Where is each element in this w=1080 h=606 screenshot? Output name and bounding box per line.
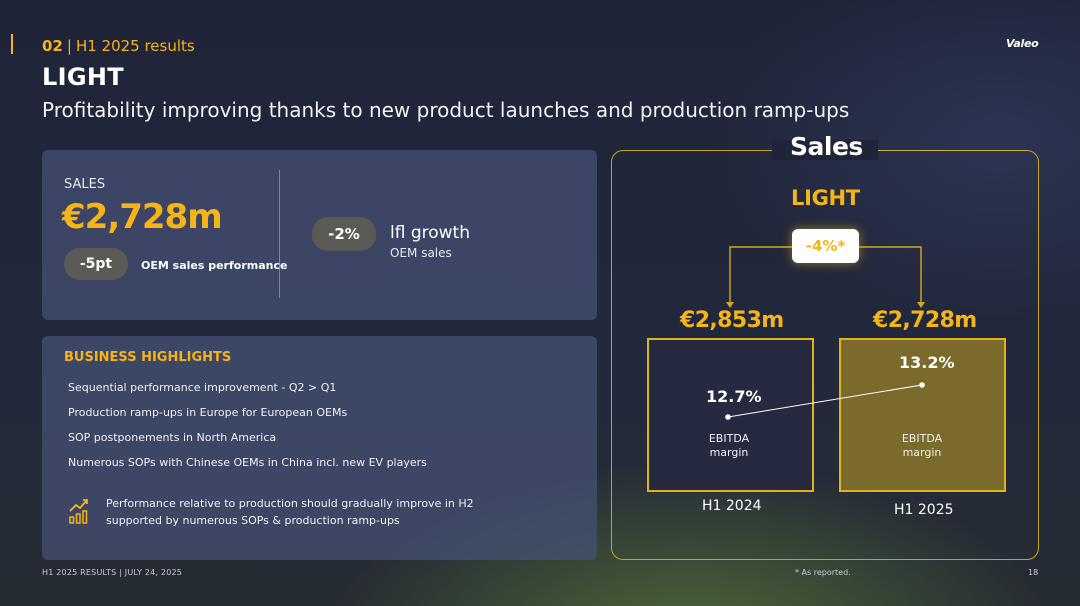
- connector-right: [859, 246, 922, 303]
- ebitda-margin-label-h1-2025: 13.2%: [899, 353, 955, 372]
- section-kicker: 02 | H1 2025 results: [42, 37, 195, 55]
- connector-right-arrowhead: [917, 302, 925, 308]
- highlight-item: Numerous SOPs with Chinese OEMs in China…: [68, 456, 427, 469]
- section-number: 02: [42, 37, 63, 55]
- ebitda-margin-point-h1-2025: [919, 382, 925, 388]
- ebitda-margin-label-h1-2024: 12.7%: [706, 387, 762, 406]
- oem-performance-pill: -5pt: [64, 248, 128, 280]
- page-number: 18: [1028, 568, 1039, 577]
- chart-heading: Sales: [790, 132, 863, 161]
- lfl-growth-label: lfl growth: [390, 223, 470, 243]
- lfl-growth-sublabel: OEM sales: [390, 246, 452, 260]
- bar-chart-growth-icon: [69, 499, 88, 524]
- highlight-item: SOP postponements in North America: [68, 431, 277, 444]
- footer-note: * As reported.: [795, 568, 851, 577]
- ebitda-margin-series-line: [727, 384, 923, 418]
- footer-source: H1 2025 RESULTS | JULY 24, 2025: [42, 568, 183, 577]
- ebitda-caption-h1-2024: EBITDA margin: [687, 432, 771, 460]
- connector-left: [729, 246, 792, 303]
- highlight-note-line-1: Performance relative to production shoul…: [106, 497, 474, 510]
- category-label-h1-2025: H1 2025: [894, 502, 954, 518]
- sales-value-h1-2024: €2,853m: [680, 308, 784, 333]
- section-title: H1 2025 results: [75, 37, 195, 55]
- sales-card: SALES €2,728m -5pt OEM sales performance…: [42, 150, 597, 320]
- highlight-item: Production ramp-ups in Europe for Europe…: [68, 406, 348, 419]
- ebitda-margin-point-h1-2024: [725, 414, 731, 420]
- sales-value: €2,728m: [62, 197, 223, 237]
- sales-label: SALES: [64, 177, 106, 192]
- chart-segment-label: LIGHT: [791, 186, 860, 210]
- business-highlights-card: BUSINESS HIGHLIGHTS Sequential performan…: [42, 336, 597, 560]
- section-accent-bar: [11, 34, 13, 54]
- page-title: LIGHT: [42, 63, 124, 91]
- oem-performance-label: OEM sales performance: [141, 259, 288, 272]
- sales-value-h1-2025: €2,728m: [873, 308, 977, 333]
- highlight-note: Performance relative to production shoul…: [106, 495, 526, 529]
- ebitda-caption-line-2: margin: [902, 446, 942, 459]
- highlight-item: Sequential performance improvement - Q2 …: [68, 381, 337, 394]
- panel-title-gap: [772, 140, 878, 160]
- lfl-growth-pill: -2%: [312, 217, 376, 251]
- connector-left-arrowhead: [726, 302, 734, 308]
- card-divider: [279, 170, 280, 298]
- ebitda-caption-line-2: margin: [709, 446, 749, 459]
- sales-bar-h1-2024: [647, 338, 814, 492]
- chart-heading-rule: [878, 150, 1026, 151]
- ebitda-caption-h1-2025: EBITDA margin: [880, 432, 964, 460]
- business-highlights-title: BUSINESS HIGHLIGHTS: [64, 350, 232, 365]
- category-label-h1-2024: H1 2024: [702, 498, 762, 514]
- valeo-logo: Valeo: [1006, 37, 1039, 50]
- ebitda-caption-line-1: EBITDA: [708, 432, 750, 445]
- highlight-note-line-2: supported by numerous SOPs & production …: [106, 514, 400, 527]
- section-separator: |: [66, 37, 72, 55]
- sales-bar-h1-2025: [839, 338, 1006, 492]
- ebitda-caption-line-1: EBITDA: [901, 432, 943, 445]
- page-subtitle: Profitability improving thanks to new pr…: [42, 98, 850, 122]
- sales-change-badge: -4%*: [792, 229, 859, 263]
